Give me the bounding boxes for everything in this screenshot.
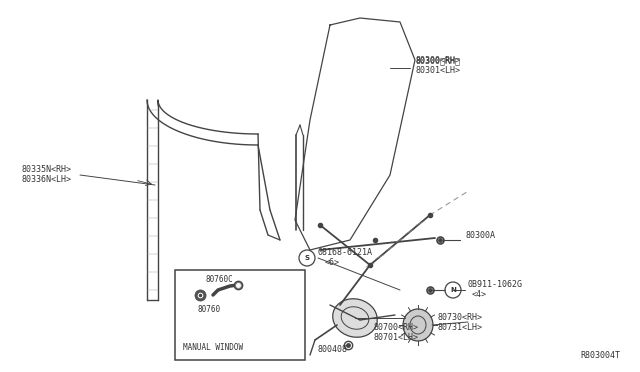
Text: 80300<RH>: 80300<RH> (415, 56, 460, 65)
Text: R803004T: R803004T (580, 351, 620, 360)
Text: 80760C: 80760C (205, 275, 233, 284)
Text: <4>: <4> (472, 290, 487, 299)
Text: 80701<LH>: 80701<LH> (374, 333, 419, 342)
Text: MANUAL WINDOW: MANUAL WINDOW (183, 343, 243, 352)
Ellipse shape (333, 299, 378, 337)
Text: 08168-6121A: 08168-6121A (318, 248, 373, 257)
Text: 80700<RH>: 80700<RH> (374, 323, 419, 332)
Text: 80335N<RH>: 80335N<RH> (22, 165, 72, 174)
Text: 80300A: 80300A (465, 231, 495, 240)
Text: S: S (305, 255, 310, 261)
Text: <6>: <6> (325, 258, 340, 267)
Text: 80760: 80760 (197, 305, 220, 314)
Text: 80300・RH・: 80300・RH・ (415, 56, 460, 65)
Text: 800408: 800408 (318, 345, 348, 354)
Ellipse shape (403, 309, 433, 341)
Text: 0B911-1062G: 0B911-1062G (468, 280, 523, 289)
Text: 80301<LH>: 80301<LH> (415, 66, 460, 75)
Text: 80731<LH>: 80731<LH> (438, 323, 483, 332)
Text: N: N (450, 287, 456, 293)
Text: 80336N<LH>: 80336N<LH> (22, 175, 72, 184)
Text: 80730<RH>: 80730<RH> (438, 313, 483, 322)
